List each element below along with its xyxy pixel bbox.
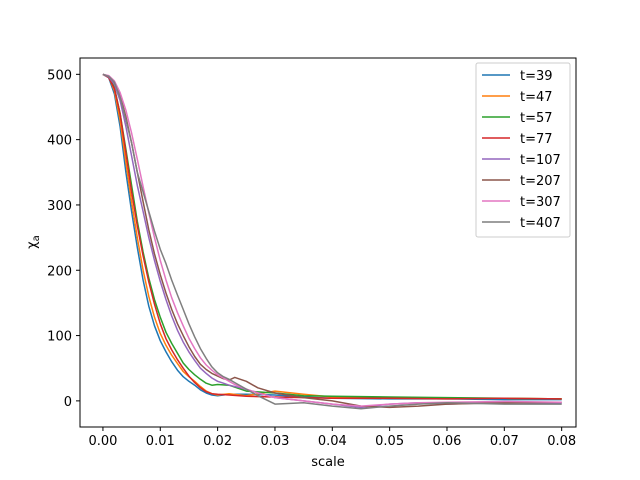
series-line-t=307 xyxy=(102,73,562,407)
x-tick-label: 0.05 xyxy=(375,434,404,449)
x-tick-label: 0.07 xyxy=(490,434,519,449)
y-axis-label: χa xyxy=(25,235,42,249)
y-tick-label: 0 xyxy=(64,395,72,410)
legend-entry: t=47 xyxy=(520,90,553,105)
series-layer xyxy=(102,73,562,410)
y-tick-label: 400 xyxy=(47,134,72,149)
legend-entry: t=407 xyxy=(520,216,561,231)
x-tick-label: 0.02 xyxy=(203,434,232,449)
x-tick-label: 0.00 xyxy=(88,434,117,449)
legend-entry: t=57 xyxy=(520,111,553,126)
x-tick-label: 0.01 xyxy=(146,434,175,449)
x-axis-label: scale xyxy=(311,455,345,470)
x-tick-label: 0.03 xyxy=(260,434,289,449)
x-tick-label: 0.08 xyxy=(547,434,576,449)
x-axis: 0.00 0.01 0.02 0.03 0.04 0.05 0.06 0.07 0.08 xyxy=(88,427,576,449)
y-axis: 0 100 200 300 400 500 xyxy=(47,68,80,410)
series-line-t=407 xyxy=(102,73,562,410)
legend-entry: t=77 xyxy=(520,132,553,147)
y-tick-label: 200 xyxy=(47,264,72,279)
legend: t=39 t=47 t=57 t=77 t=107 t=207 t=307 t=407 xyxy=(475,62,571,238)
legend-entry: t=307 xyxy=(520,195,561,210)
legend-entry: t=107 xyxy=(520,153,561,168)
legend-entry: t=39 xyxy=(520,69,553,84)
legend-box xyxy=(475,62,571,238)
x-tick-label: 0.06 xyxy=(433,434,462,449)
series-line-t=57 xyxy=(102,73,562,400)
y-tick-label: 100 xyxy=(47,330,72,345)
y-tick-label: 500 xyxy=(47,68,72,83)
y-tick-label: 300 xyxy=(47,199,72,214)
y-axis-label-sub: a xyxy=(31,235,42,241)
legend-entry: t=207 xyxy=(520,174,561,189)
y-axis-label-main: χ xyxy=(25,241,40,249)
series-line-t=47 xyxy=(102,73,562,400)
plot-frame xyxy=(79,57,577,428)
x-tick-label: 0.04 xyxy=(318,434,347,449)
